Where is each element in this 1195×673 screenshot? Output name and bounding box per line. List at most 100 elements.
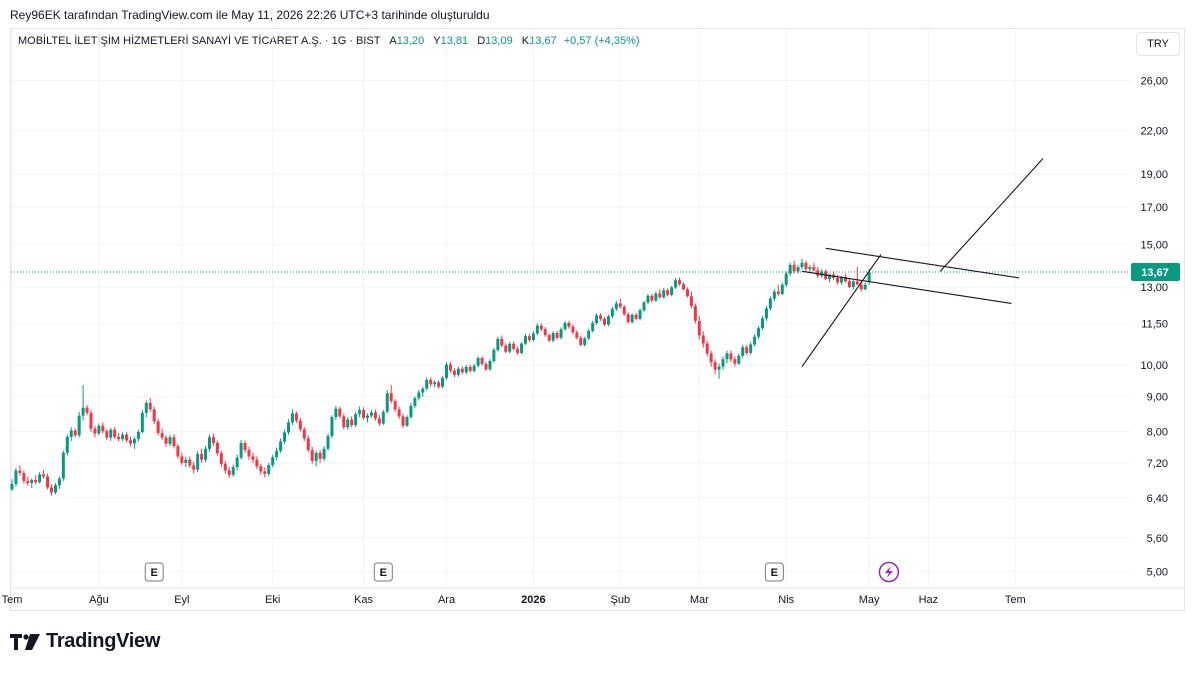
candle xyxy=(539,323,543,332)
candle xyxy=(650,293,654,303)
candle xyxy=(389,385,393,404)
candle xyxy=(543,327,547,337)
candle-body xyxy=(294,413,298,421)
candle xyxy=(263,467,267,478)
low-value: 13,09 xyxy=(485,35,513,47)
candle xyxy=(156,418,160,436)
candle-body xyxy=(164,437,168,444)
currency-button[interactable]: TRY xyxy=(1136,32,1180,56)
candle xyxy=(713,359,717,375)
candle xyxy=(318,450,322,463)
candle-body xyxy=(543,329,547,336)
candle-body xyxy=(243,442,247,451)
tradingview-logo[interactable]: TradingView xyxy=(10,630,160,653)
candle-body xyxy=(176,446,180,457)
candle xyxy=(342,413,346,430)
candle-body xyxy=(125,434,129,441)
candle xyxy=(583,336,587,347)
candle xyxy=(121,432,125,442)
candle-body xyxy=(599,315,603,319)
earnings-event-icon[interactable]: E xyxy=(373,562,393,582)
candle-body xyxy=(85,407,89,413)
candle-body xyxy=(81,407,85,416)
candle xyxy=(855,267,859,285)
candle-body xyxy=(859,284,863,290)
candle xyxy=(204,446,208,463)
candle xyxy=(780,282,784,296)
candle xyxy=(235,454,239,471)
candle-body xyxy=(670,287,674,295)
symbol-name[interactable]: MOBİLTEL İLETİŞİM HİZMETLERİ SANAYİ VE T… xyxy=(18,35,381,47)
candle xyxy=(638,308,642,321)
candle xyxy=(385,389,389,414)
candle xyxy=(93,426,97,438)
candle-body xyxy=(764,308,768,319)
candle xyxy=(350,416,354,428)
candle-body xyxy=(366,415,369,418)
candle-body xyxy=(334,408,338,418)
y-tick-label: 10,00 xyxy=(1140,360,1168,372)
candle-body xyxy=(757,328,761,337)
candle-body xyxy=(208,437,211,449)
candle xyxy=(97,423,101,436)
candle-body xyxy=(259,466,263,472)
candle-body xyxy=(816,270,820,276)
candle xyxy=(140,410,144,434)
candle-body xyxy=(559,329,563,338)
candle-body xyxy=(42,474,46,477)
candle xyxy=(761,315,764,331)
candle-body xyxy=(713,362,717,370)
candle xyxy=(610,307,614,319)
candle xyxy=(61,450,65,481)
candle-body xyxy=(168,437,172,444)
candle-body xyxy=(373,412,377,419)
x-tick-label: Eki xyxy=(265,594,280,606)
open-value: 13,20 xyxy=(396,35,425,47)
candle-body xyxy=(531,333,535,340)
candle xyxy=(792,260,796,274)
candle xyxy=(417,389,421,401)
candle-body xyxy=(820,271,824,276)
x-tick-label: 2026 xyxy=(521,594,545,606)
candle-body xyxy=(61,452,65,479)
candle xyxy=(492,347,496,363)
candle-body xyxy=(38,474,42,483)
candle-body xyxy=(26,480,30,484)
candle xyxy=(476,356,480,368)
candle xyxy=(851,280,855,290)
candle-body xyxy=(350,419,354,425)
candle xyxy=(575,330,579,340)
candle-body xyxy=(535,325,539,334)
candle-body xyxy=(547,335,551,341)
candle-body xyxy=(488,360,492,370)
tradingview-logo-icon xyxy=(10,633,40,650)
candle-body xyxy=(496,338,500,351)
candle-body xyxy=(200,453,204,460)
candle xyxy=(152,406,156,425)
candle xyxy=(516,346,520,355)
earnings-event-icon[interactable]: E xyxy=(764,562,784,582)
candle-body xyxy=(132,439,136,444)
candle-body xyxy=(65,436,69,453)
candle-body xyxy=(745,347,749,353)
x-tick-label: Nis xyxy=(778,594,794,606)
candle-body xyxy=(105,431,109,438)
earnings-event-icon[interactable]: E xyxy=(144,562,164,582)
flash-event-icon[interactable] xyxy=(878,561,900,583)
candle-body xyxy=(196,453,200,470)
candle-body xyxy=(772,291,776,299)
earnings-icon-letter: E xyxy=(380,567,387,579)
candle xyxy=(132,437,136,449)
candle xyxy=(784,271,788,287)
candle-body xyxy=(377,418,381,424)
candle-body xyxy=(192,465,196,470)
candle-body xyxy=(57,478,61,486)
candle-body xyxy=(685,289,689,297)
candle-body xyxy=(634,314,638,319)
candle-body xyxy=(587,330,591,339)
candle-body xyxy=(468,366,472,371)
candle xyxy=(496,336,500,352)
candle-body xyxy=(101,425,105,432)
trend-line xyxy=(801,254,882,367)
